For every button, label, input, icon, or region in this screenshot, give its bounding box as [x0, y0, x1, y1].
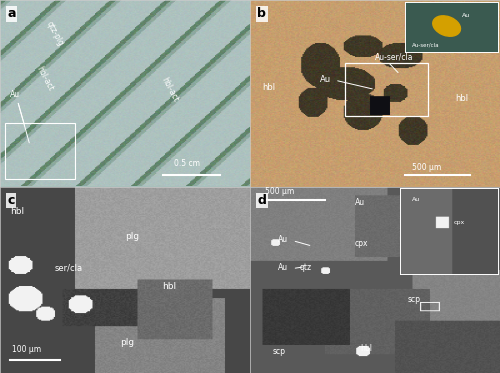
Text: d: d [258, 194, 266, 207]
Text: Au: Au [355, 198, 365, 207]
Text: Au: Au [10, 90, 20, 99]
Text: hbl-act: hbl-act [160, 76, 180, 103]
Text: hbl: hbl [360, 344, 372, 352]
Text: scp: scp [272, 347, 285, 356]
Bar [5, 123, 75, 179]
Text: plg: plg [125, 232, 139, 241]
Text: 0.5 cm: 0.5 cm [174, 159, 200, 168]
Text: 500 μm: 500 μm [265, 187, 294, 196]
Text: plg: plg [120, 338, 134, 347]
Text: ser/cla: ser/cla [55, 263, 83, 272]
Text: a: a [8, 7, 16, 21]
Text: Au-ser/cla: Au-ser/cla [375, 53, 414, 62]
Text: b: b [258, 7, 266, 21]
Text: 500 μm: 500 μm [412, 163, 442, 172]
Text: hbl: hbl [455, 94, 468, 103]
Text: Au: Au [278, 263, 287, 272]
Text: hbl: hbl [162, 282, 176, 291]
Text: qtz-plg: qtz-plg [44, 20, 66, 47]
Text: cpx: cpx [408, 207, 421, 216]
Text: qtz: qtz [300, 263, 312, 272]
Text: c: c [8, 194, 15, 207]
Bar [345, 63, 428, 116]
Text: Au: Au [320, 75, 331, 84]
Text: hbl-act: hbl-act [34, 65, 56, 92]
Text: 100 μm: 100 μm [12, 345, 42, 354]
Text: hbl: hbl [262, 82, 276, 91]
Text: cpx: cpx [355, 239, 368, 248]
Text: hbl: hbl [10, 207, 24, 216]
Text: scp: scp [408, 295, 420, 304]
Text: Au: Au [278, 235, 287, 244]
